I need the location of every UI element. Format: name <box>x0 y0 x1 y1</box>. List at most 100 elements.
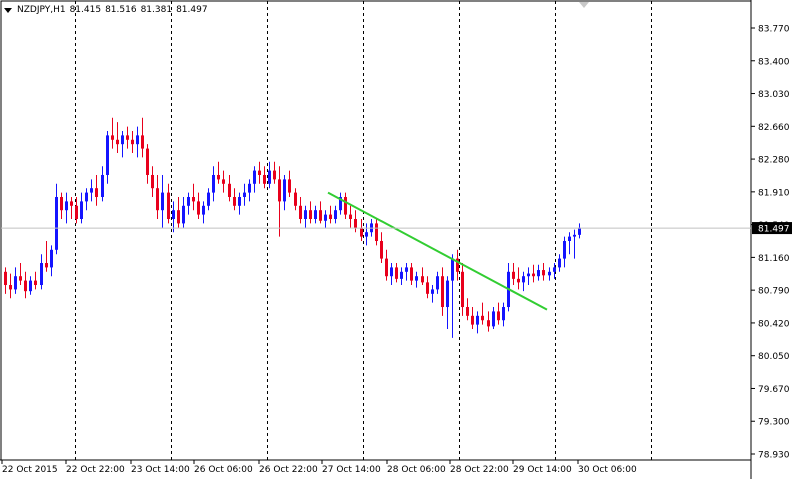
candle-body <box>497 311 500 321</box>
candle-body <box>354 219 357 228</box>
candle-body <box>314 210 317 220</box>
x-tick-label: 30 Oct 06:00 <box>578 465 637 475</box>
candle-body <box>563 241 566 259</box>
y-tick-label: 81.160 <box>758 254 790 264</box>
chart-menu-triangle-icon[interactable] <box>4 7 12 13</box>
candle-body <box>192 196 195 202</box>
candle-body <box>197 201 200 215</box>
candle-body <box>172 210 175 220</box>
candle-body <box>461 271 464 308</box>
candle-body <box>553 267 556 272</box>
candle-body <box>85 192 88 202</box>
candle-body <box>151 174 154 189</box>
x-tick-label: 28 Oct 06:00 <box>387 465 446 475</box>
candle-body <box>14 276 17 290</box>
candle-body <box>101 174 104 197</box>
candle-body <box>278 179 281 202</box>
candle-body <box>288 179 291 193</box>
candle-body <box>228 183 231 197</box>
candle-body <box>578 227 581 235</box>
candle-body <box>4 271 7 286</box>
header-close: 81.497 <box>176 5 208 15</box>
candle-body <box>421 276 424 283</box>
header-open: 81.415 <box>69 5 102 15</box>
chart-header: NZDJPY,H1 81.415 81.516 81.381 81.497 <box>4 5 212 15</box>
candle-body <box>294 192 297 206</box>
candle-body <box>390 267 393 277</box>
candle-body <box>441 276 444 308</box>
candle-body <box>263 174 266 184</box>
candle-body <box>75 205 78 220</box>
y-tick-label: 80.420 <box>758 319 790 329</box>
candle-body <box>537 270 540 277</box>
candle-body <box>415 276 418 281</box>
candle-body <box>334 210 337 220</box>
candle-body <box>385 258 388 277</box>
candle-body <box>487 320 490 327</box>
candle-body <box>522 276 525 283</box>
candle-body <box>512 271 515 279</box>
candle-body <box>131 139 134 145</box>
x-tick-label: 26 Oct 06:00 <box>194 465 253 475</box>
header-high: 81.516 <box>105 5 137 15</box>
y-tick-label: 79.300 <box>758 418 790 428</box>
candle-body <box>466 307 469 316</box>
candle-body <box>380 241 383 259</box>
candle-body <box>548 271 551 276</box>
candle-body <box>167 192 170 220</box>
candle-body <box>309 210 312 220</box>
candle-body <box>238 196 241 206</box>
candle-body <box>446 280 449 308</box>
candle-body <box>217 174 220 180</box>
x-tick-label: 28 Oct 22:00 <box>450 465 509 475</box>
trend-line <box>327 191 548 311</box>
x-tick-label: 22 Oct 22:00 <box>66 465 125 475</box>
candle-body <box>222 179 225 184</box>
candle-body <box>111 135 114 140</box>
candle-body <box>136 135 139 145</box>
candle-body <box>50 249 53 268</box>
current-price-label-bg <box>752 222 792 235</box>
candle-body <box>60 196 63 211</box>
candle-body <box>451 258 454 281</box>
candle-body <box>492 311 495 327</box>
y-tick-label: 83.770 <box>758 25 790 35</box>
y-tick-label: 80.050 <box>758 352 790 362</box>
header-symbol: NZDJPY,H1 <box>17 5 66 15</box>
candle-body <box>517 278 520 283</box>
y-tick-label: 83.030 <box>758 90 790 100</box>
candle-body <box>65 201 68 211</box>
candle-body <box>243 192 246 197</box>
candle-body <box>405 267 408 272</box>
candle-body <box>375 223 378 242</box>
candle-body <box>558 258 561 268</box>
candle-body <box>55 196 58 250</box>
current-price-label: 81.497 <box>758 225 790 235</box>
candle-body <box>40 263 43 286</box>
candle-body <box>202 205 205 215</box>
candle-body <box>527 273 530 277</box>
candle-body <box>212 174 215 193</box>
header-low: 81.381 <box>140 5 173 15</box>
candle-body <box>273 170 276 180</box>
candle-body <box>24 280 27 292</box>
candle-body <box>258 170 261 175</box>
candle-body <box>304 210 307 220</box>
candle-body <box>95 188 98 197</box>
candle-body <box>177 210 180 224</box>
candle-body <box>481 315 484 321</box>
candle-body <box>146 148 149 175</box>
candle-body <box>329 214 332 220</box>
candle-body <box>542 270 545 276</box>
candle-body <box>426 282 429 294</box>
candle-body <box>90 188 93 193</box>
y-tick-label: 82.660 <box>758 123 790 133</box>
chart-shift-triangle-icon <box>579 2 589 8</box>
candle-body <box>248 183 251 193</box>
y-tick-label: 81.910 <box>758 188 790 198</box>
candle-body <box>339 196 342 211</box>
candle-body <box>471 315 474 325</box>
candle-body <box>29 280 32 292</box>
